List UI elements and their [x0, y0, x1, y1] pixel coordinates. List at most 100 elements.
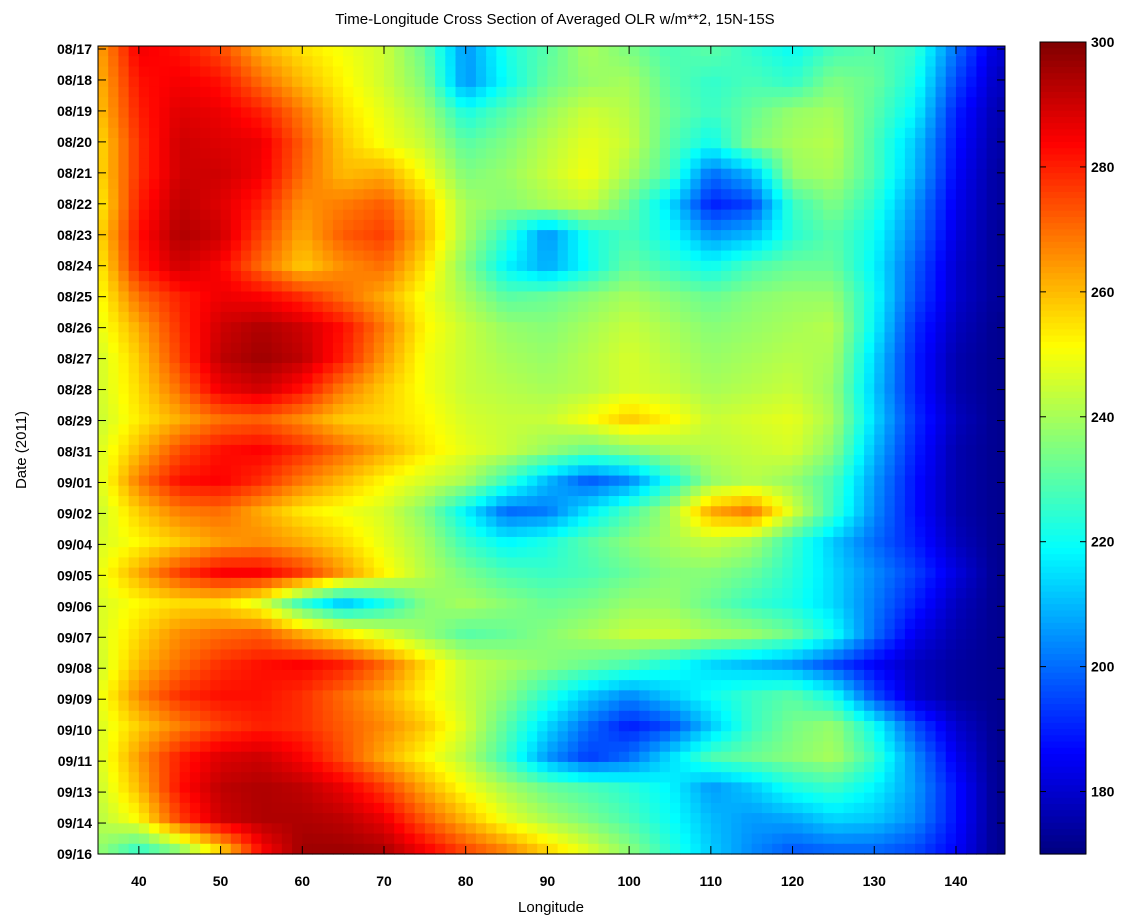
heatmap-cell	[874, 363, 886, 374]
heatmap-cell	[721, 301, 732, 313]
heatmap-cell	[475, 465, 487, 477]
heatmap-cell	[649, 342, 661, 354]
heatmap-cell	[230, 240, 242, 252]
heatmap-cell	[680, 46, 692, 57]
heatmap-cell	[772, 148, 783, 160]
heatmap-cell	[945, 138, 957, 149]
heatmap-cell	[700, 598, 712, 610]
heatmap-cell	[833, 291, 845, 303]
heatmap-cell	[159, 516, 171, 528]
heatmap-cell	[179, 76, 191, 88]
heatmap-cell	[271, 383, 283, 395]
heatmap-cell	[843, 107, 855, 119]
heatmap-cell	[363, 516, 375, 528]
heatmap-cell	[659, 138, 671, 149]
heatmap-cell	[976, 250, 988, 262]
heatmap-cell	[894, 526, 906, 538]
heatmap-cell	[404, 414, 416, 426]
heatmap-cell	[782, 434, 794, 446]
heatmap-cell	[251, 373, 263, 385]
heatmap-cell	[353, 588, 365, 599]
heatmap-cell	[741, 240, 753, 252]
heatmap-cell	[332, 475, 344, 487]
heatmap-cell	[925, 424, 937, 436]
heatmap-cell	[292, 608, 303, 620]
heatmap-cell	[792, 301, 804, 313]
heatmap-cell	[792, 86, 804, 98]
heatmap-cell	[966, 76, 977, 88]
heatmap-cell	[966, 608, 977, 620]
heatmap-cell	[363, 46, 375, 57]
heatmap-cell	[608, 332, 620, 344]
heatmap-cell	[761, 158, 773, 170]
heatmap-cell	[189, 403, 201, 415]
heatmap-cell	[537, 363, 549, 374]
heatmap-cell	[976, 475, 988, 487]
heatmap-cell	[639, 301, 651, 313]
heatmap-cell	[659, 403, 671, 415]
heatmap-cell	[251, 434, 263, 446]
heatmap-cell	[772, 158, 783, 170]
heatmap-cell	[588, 332, 600, 344]
heatmap-cell	[516, 117, 528, 129]
heatmap-cell	[669, 260, 681, 272]
heatmap-cell	[669, 271, 681, 282]
heatmap-cell	[567, 567, 579, 579]
heatmap-cell	[690, 199, 702, 211]
heatmap-cell	[138, 178, 150, 190]
heatmap-cell	[792, 178, 804, 190]
heatmap-cell	[138, 127, 150, 139]
heatmap-cell	[843, 56, 855, 68]
heatmap-cell	[516, 444, 528, 456]
heatmap-cell	[179, 342, 191, 354]
heatmap-cell	[108, 434, 120, 446]
heatmap-cell	[925, 291, 937, 303]
heatmap-cell	[996, 588, 1005, 599]
heatmap-cell	[414, 240, 426, 252]
heatmap-cell	[241, 455, 252, 466]
heatmap-cell	[332, 608, 344, 620]
heatmap-cell	[189, 455, 201, 466]
heatmap-cell	[884, 209, 896, 221]
heatmap-cell	[608, 127, 620, 139]
heatmap-cell	[751, 291, 763, 303]
heatmap-cell	[414, 209, 426, 221]
heatmap-cell	[598, 557, 610, 569]
heatmap-cell	[812, 352, 824, 364]
heatmap-cell	[578, 86, 589, 98]
heatmap-cell	[526, 516, 538, 528]
heatmap-cell	[833, 86, 845, 98]
heatmap-cell	[486, 148, 497, 160]
heatmap-cell	[782, 424, 794, 436]
heatmap-cell	[802, 240, 814, 252]
heatmap-cell	[659, 332, 671, 344]
heatmap-cell	[721, 536, 732, 548]
heatmap-cell	[445, 127, 457, 139]
heatmap-cell	[578, 363, 589, 374]
heatmap-cell	[506, 250, 518, 262]
heatmap-cell	[700, 352, 712, 364]
heatmap-cell	[414, 219, 426, 231]
heatmap-cell	[292, 168, 303, 180]
heatmap-cell	[588, 281, 600, 293]
heatmap-cell	[761, 281, 773, 293]
heatmap-cell	[721, 444, 732, 456]
heatmap-cell	[802, 383, 814, 395]
heatmap-cell	[782, 117, 794, 129]
heatmap-cell	[567, 577, 579, 589]
heatmap-cell	[955, 148, 967, 160]
heatmap-cell	[894, 608, 906, 620]
heatmap-cell	[312, 240, 324, 252]
heatmap-cell	[700, 219, 712, 231]
heatmap-cell	[149, 444, 160, 456]
heatmap-cell	[864, 138, 875, 149]
heatmap-cell	[567, 588, 579, 599]
heatmap-cell	[373, 86, 385, 98]
heatmap-cell	[874, 567, 886, 579]
heatmap-cell	[557, 455, 569, 466]
heatmap-cell	[669, 66, 681, 78]
heatmap-cell	[332, 199, 344, 211]
heatmap-cell	[251, 189, 263, 201]
heatmap-cell	[884, 66, 896, 78]
heatmap-cell	[404, 311, 416, 323]
